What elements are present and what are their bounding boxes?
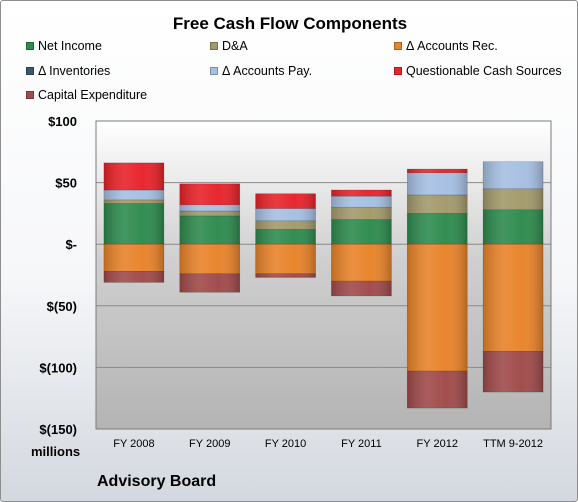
bar-shading [103,162,164,190]
x-tick-label: FY 2010 [265,438,306,450]
bar-shading [179,273,240,293]
x-tick-label: FY 2008 [113,438,154,450]
bar-shading [103,189,164,200]
legend-item: Capital Expenditure [26,88,147,102]
legend-label: Net Income [38,39,102,53]
plot-border [95,120,552,430]
bar-shading [179,210,240,216]
bar-shading [483,244,544,352]
legend-swatch [210,42,218,50]
bar-shading [179,244,240,274]
bar-shading [407,371,468,409]
legend-item: Questionable Cash Sources [394,64,562,78]
bar-shading [255,208,316,221]
units-label: millions [31,444,81,459]
plot-area [96,121,551,429]
legend-swatch [210,67,218,75]
legend-item: Δ Accounts Rec. [394,39,498,53]
bar-shading [407,244,468,372]
bar-shading [103,203,164,245]
bar-shading [103,244,164,272]
bar-shading [331,207,392,220]
legend-item: Δ Accounts Pay. [210,64,312,78]
x-tick-label: TTM 9-2012 [483,438,543,450]
bar-shading [255,220,316,230]
bar-shading [255,229,316,245]
legend-swatch [26,67,34,75]
y-tick-label: $(150) [39,422,77,437]
legend-label: D&A [222,39,248,53]
bar-shading [331,244,392,282]
bar-shading [483,209,544,245]
bar-shading [179,183,240,205]
y-tick-label: $- [65,237,77,252]
y-tick-label: $(100) [39,360,77,375]
legend-item: Net Income [26,39,102,53]
bar-shading [331,219,392,245]
legend-swatch [394,42,402,50]
bar-shading [103,199,164,204]
bar-shading [483,351,544,393]
bar-shading [331,281,392,296]
bar-shading [255,273,316,278]
legend-label: Δ Accounts Rec. [406,39,498,53]
legend-swatch [394,67,402,75]
legend-label: Capital Expenditure [38,88,148,102]
x-tick-label: FY 2009 [189,438,230,450]
x-tick-label: FY 2012 [417,438,458,450]
bar-shading [103,271,164,283]
y-tick-label: $100 [48,114,77,129]
legend-label: Δ Accounts Pay. [222,64,313,78]
chart-title: Free Cash Flow Components [172,14,408,33]
bar-shading [255,193,316,209]
legend-item: D&A [210,39,248,53]
legend-swatch [26,42,34,50]
bar-shading [483,161,544,189]
bar-shading [407,194,468,214]
bar-shading [331,189,392,197]
legend-swatch [26,91,34,99]
bar-shading [407,213,468,245]
y-tick-label: $50 [55,176,77,191]
legend-item: Δ Inventories [26,64,110,78]
legend-label: Δ Inventories [38,64,111,78]
bar-shading [179,215,240,245]
bar-shading [407,169,468,173]
bar-shading [331,196,392,208]
bar-shading [407,172,468,195]
y-tick-label: $(50) [47,299,77,314]
legend-label: Questionable Cash Sources [406,64,562,78]
bar-shading [179,204,240,211]
bar-shading [255,244,316,274]
bar-shading [483,188,544,210]
source-watermark: Advisory Board [97,473,217,490]
x-tick-label: FY 2011 [341,438,382,450]
